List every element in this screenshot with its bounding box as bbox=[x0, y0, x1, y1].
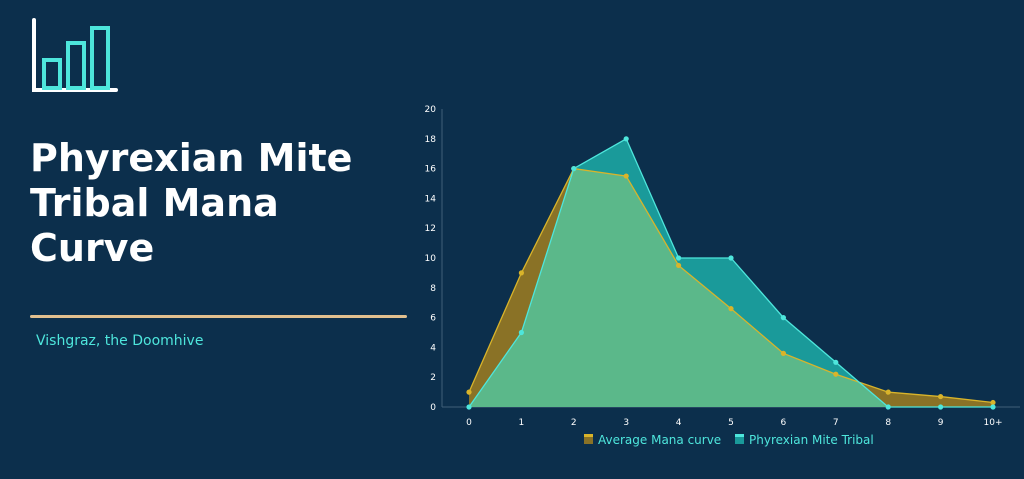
average-mana-curve-point bbox=[938, 393, 944, 400]
legend-swatch-average bbox=[584, 436, 593, 444]
average-mana-curve-point bbox=[518, 270, 525, 276]
x-tick-label: 7 bbox=[833, 418, 839, 428]
phyrexian-mite-tribal-point bbox=[676, 255, 682, 261]
y-tick-label: 20 bbox=[425, 105, 437, 115]
page-title: Phyrexian Mite Tribal Mana Curve bbox=[30, 136, 353, 270]
average-mana-curve-point bbox=[466, 389, 472, 395]
y-tick-label: 14 bbox=[425, 194, 437, 204]
legend-swatch-tribal-top bbox=[735, 434, 744, 437]
legend-swatch-tribal bbox=[735, 436, 744, 444]
x-tick-label: 3 bbox=[623, 418, 629, 428]
x-tick-label: 0 bbox=[466, 418, 472, 428]
phyrexian-mite-tribal-point bbox=[780, 315, 787, 321]
y-tick-label: 8 bbox=[430, 284, 436, 294]
average-mana-curve-point bbox=[990, 399, 996, 406]
y-tick-label: 2 bbox=[430, 373, 436, 383]
legend-label-average: Average Mana curve bbox=[598, 433, 721, 447]
average-mana-curve-point bbox=[780, 350, 787, 356]
phyrexian-mite-tribal-point bbox=[518, 329, 525, 336]
phyrexian-mite-tribal-point bbox=[990, 404, 996, 410]
x-tick-label: 9 bbox=[938, 418, 944, 428]
x-tick-label: 4 bbox=[676, 418, 682, 428]
average-mana-curve-point bbox=[676, 262, 682, 269]
y-tick-label: 0 bbox=[430, 403, 436, 413]
legend-label-tribal: Phyrexian Mite Tribal bbox=[749, 433, 874, 447]
phyrexian-mite-tribal-point bbox=[466, 404, 472, 410]
x-tick-label: 6 bbox=[781, 418, 787, 428]
phyrexian-mite-tribal-point bbox=[728, 255, 734, 261]
average-mana-curve-point bbox=[833, 371, 839, 377]
phyrexian-mite-tribal-point bbox=[833, 359, 839, 365]
x-tick-label: 10+ bbox=[984, 418, 1003, 428]
bar-chart-icon bbox=[32, 18, 118, 92]
phyrexian-mite-tribal-point bbox=[885, 404, 891, 410]
average-mana-curve-point bbox=[623, 173, 629, 179]
title-divider bbox=[30, 315, 407, 318]
legend-swatch-average-top bbox=[584, 434, 593, 437]
y-tick-label: 18 bbox=[425, 135, 437, 145]
overlap-area bbox=[469, 168, 993, 407]
average-mana-curve-point bbox=[885, 389, 891, 395]
phyrexian-mite-tribal-point bbox=[623, 136, 629, 142]
x-tick-label: 5 bbox=[728, 418, 734, 428]
phyrexian-mite-tribal-point bbox=[571, 166, 577, 172]
y-tick-label: 4 bbox=[430, 343, 436, 353]
y-tick-label: 10 bbox=[425, 254, 437, 264]
x-tick-label: 2 bbox=[571, 418, 577, 428]
x-tick-label: 8 bbox=[885, 418, 891, 428]
phyrexian-mite-tribal-point bbox=[938, 404, 944, 410]
y-tick-label: 12 bbox=[425, 224, 436, 234]
commander-name: Vishgraz, the Doomhive bbox=[36, 333, 204, 349]
y-tick-label: 6 bbox=[430, 314, 436, 324]
x-tick-label: 1 bbox=[519, 418, 525, 428]
y-tick-label: 16 bbox=[425, 165, 437, 175]
average-mana-curve-point bbox=[728, 306, 734, 312]
